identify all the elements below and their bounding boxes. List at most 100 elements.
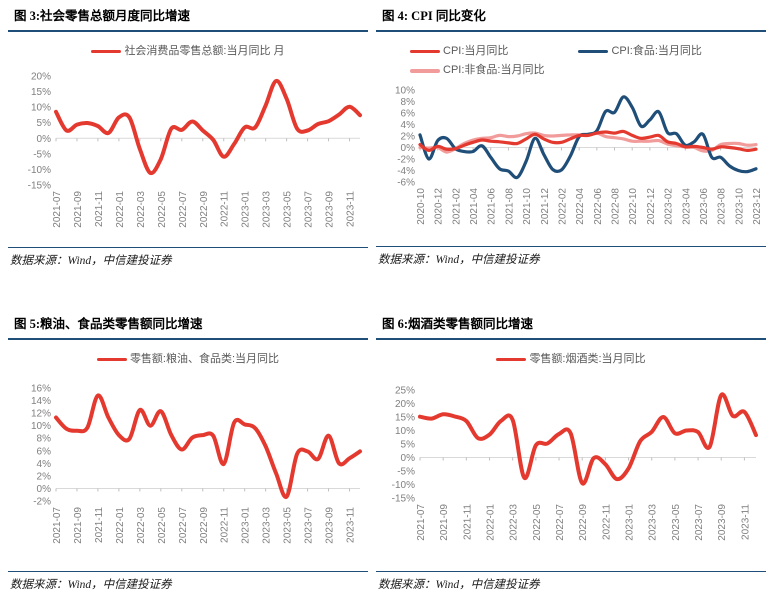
figure-3-line-chart: 20% 15% 10% 5% 0% -5% -10% -15%2021-07 2021-09 20… <box>28 72 362 228</box>
svg-text:2022-11: 2022-11 <box>220 191 231 227</box>
svg-text:2022-07: 2022-07 <box>178 507 189 544</box>
svg-text:2021-07: 2021-07 <box>416 504 427 541</box>
svg-text:2023-07: 2023-07 <box>694 504 705 541</box>
svg-text:20%: 20% <box>31 72 51 83</box>
svg-text:10%: 10% <box>31 103 51 114</box>
svg-text:-2%: -2% <box>33 497 51 508</box>
figure-3-legend: 社会消费品零售总额:当月同比 月 <box>8 44 368 59</box>
svg-text:2023-03: 2023-03 <box>262 191 273 228</box>
svg-text:2023-05: 2023-05 <box>671 504 682 541</box>
legend-line-marker <box>496 357 527 362</box>
svg-text:0%: 0% <box>37 484 52 495</box>
svg-text:2020-10: 2020-10 <box>416 188 427 225</box>
figure-4-line-chart: 10%8%6%4%2%0%-2%-4%-6%2020-10 2020-12 2021… <box>395 86 763 225</box>
title-rule <box>8 338 368 340</box>
svg-text:0%: 0% <box>401 453 416 464</box>
svg-text:0%: 0% <box>37 134 52 145</box>
figure-5-title: 图 5:粮油、食品类零售额同比增速 <box>14 317 203 331</box>
svg-text:2022-11: 2022-11 <box>220 507 231 543</box>
svg-text:2021-10: 2021-10 <box>522 188 533 225</box>
svg-text:2022-01: 2022-01 <box>115 191 126 228</box>
svg-text:2022-04: 2022-04 <box>575 188 586 225</box>
svg-text:2023-05: 2023-05 <box>283 507 294 544</box>
source-note: 数据来源：Wind，中信建投证券 <box>376 246 766 267</box>
legend-item: 零售额:烟酒类:当月同比 <box>496 353 646 366</box>
figure-6-line-chart: 25% 20% 15% 10% 5% 0% -5% -10% -15%2021-07 2021-0… <box>392 386 758 541</box>
svg-text:10%: 10% <box>395 426 415 437</box>
svg-text:2022-07: 2022-07 <box>178 191 189 228</box>
svg-text:15%: 15% <box>395 413 415 424</box>
figure-panel-6: 图 6:烟酒类零售额同比增速 零售额:烟酒类:当月同比 25% 20% 15% 10%… <box>376 314 766 592</box>
figure-panel-5: 图 5:粮油、食品类零售额同比增速 零售额:粮油、食品类:当月同比 16% 14%… <box>8 314 368 592</box>
svg-text:2023-10: 2023-10 <box>734 188 745 225</box>
svg-text:2022-08: 2022-08 <box>611 188 622 225</box>
svg-text:2022-05: 2022-05 <box>532 504 543 541</box>
svg-text:2023-07: 2023-07 <box>304 507 315 544</box>
svg-text:2021-12: 2021-12 <box>540 188 551 225</box>
svg-text:14%: 14% <box>31 396 51 407</box>
legend-item: 社会消费品零售总额:当月同比 月 <box>91 45 285 58</box>
svg-text:-15%: -15% <box>28 181 51 192</box>
svg-text:-5%: -5% <box>33 149 51 160</box>
svg-text:2023-01: 2023-01 <box>241 507 252 544</box>
svg-text:2021-06: 2021-06 <box>487 188 498 225</box>
figure-panel-3: 图 3:社会零售总额月度同比增速 社会消费品零售总额:当月同比 月 20% 15%… <box>8 6 368 268</box>
svg-text:5%: 5% <box>401 440 416 451</box>
svg-text:10%: 10% <box>31 421 51 432</box>
svg-text:2022-11: 2022-11 <box>601 504 612 540</box>
figure-4-legend: CPI:当月同比 CPI:食品:当月同比 CPI:非食品:当月同比 <box>410 44 766 78</box>
svg-text:2022-01: 2022-01 <box>486 504 497 541</box>
svg-text:2022-05: 2022-05 <box>157 507 168 544</box>
legend-label: 社会消费品零售总额:当月同比 月 <box>124 45 285 57</box>
svg-text:2023-03: 2023-03 <box>262 507 273 544</box>
figure-5-legend: 零售额:粮油、食品类:当月同比 <box>8 352 368 367</box>
svg-text:2023-01: 2023-01 <box>625 504 636 541</box>
figure-panel-4: 图 4: CPI 同比变化 CPI:当月同比 CPI:食品:当月同比 CPI:非食品… <box>376 6 766 267</box>
legend-line-marker <box>410 49 440 53</box>
legend-label: CPI:非食品:当月同比 <box>443 64 545 77</box>
figure-4-title: 图 4: CPI 同比变化 <box>382 9 486 23</box>
svg-text:2023-09: 2023-09 <box>717 504 728 541</box>
figure-6-legend: 零售额:烟酒类:当月同比 <box>376 352 766 367</box>
svg-text:2021-11: 2021-11 <box>462 504 473 540</box>
svg-text:-6%: -6% <box>397 178 415 189</box>
svg-text:-2%: -2% <box>397 155 415 166</box>
svg-text:2023-11: 2023-11 <box>346 507 357 543</box>
svg-text:2%: 2% <box>401 132 416 143</box>
legend-label: CPI:食品:当月同比 <box>611 44 702 57</box>
svg-text:2021-02: 2021-02 <box>451 188 462 225</box>
svg-text:16%: 16% <box>31 384 51 395</box>
svg-text:2022-06: 2022-06 <box>593 188 604 225</box>
svg-text:2021-09: 2021-09 <box>73 507 84 544</box>
legend-label: 零售额:烟酒类:当月同比 <box>529 353 646 365</box>
svg-text:2023-03: 2023-03 <box>648 504 659 541</box>
title-rule <box>8 30 368 32</box>
svg-text:2021-07: 2021-07 <box>52 507 63 544</box>
svg-text:4%: 4% <box>401 120 416 131</box>
svg-text:2023-09: 2023-09 <box>325 507 336 544</box>
svg-text:2021-11: 2021-11 <box>94 191 105 227</box>
figure-6-title: 图 6:烟酒类零售额同比增速 <box>382 317 534 331</box>
legend-item: 零售额:粮油、食品类:当月同比 <box>96 353 280 366</box>
svg-text:2022-02: 2022-02 <box>557 188 568 225</box>
legend-label: CPI:当月同比 <box>443 44 509 57</box>
svg-text:2023-04: 2023-04 <box>681 188 692 225</box>
svg-text:2022-07: 2022-07 <box>555 504 566 541</box>
title-rule <box>376 338 766 340</box>
svg-text:5%: 5% <box>37 118 52 129</box>
legend-line-marker <box>91 49 122 54</box>
legend-line-marker <box>410 69 440 73</box>
svg-text:2021-09: 2021-09 <box>439 504 450 541</box>
legend-item: CPI:当月同比 <box>410 45 544 58</box>
svg-text:2023-02: 2023-02 <box>664 188 675 225</box>
legend-label: 零售额:粮油、食品类:当月同比 <box>129 353 280 365</box>
legend-line-marker <box>96 357 127 362</box>
svg-text:2022-12: 2022-12 <box>646 188 657 225</box>
svg-text:2022-09: 2022-09 <box>578 504 589 541</box>
svg-text:2020-12: 2020-12 <box>434 188 445 225</box>
source-note: 数据来源：Wind，中信建投证券 <box>8 571 368 592</box>
svg-text:8%: 8% <box>401 97 416 108</box>
legend-item: CPI:非食品:当月同比 <box>410 64 544 77</box>
svg-text:2023-11: 2023-11 <box>346 191 357 227</box>
source-note: 数据来源：Wind，中信建投证券 <box>8 247 368 268</box>
